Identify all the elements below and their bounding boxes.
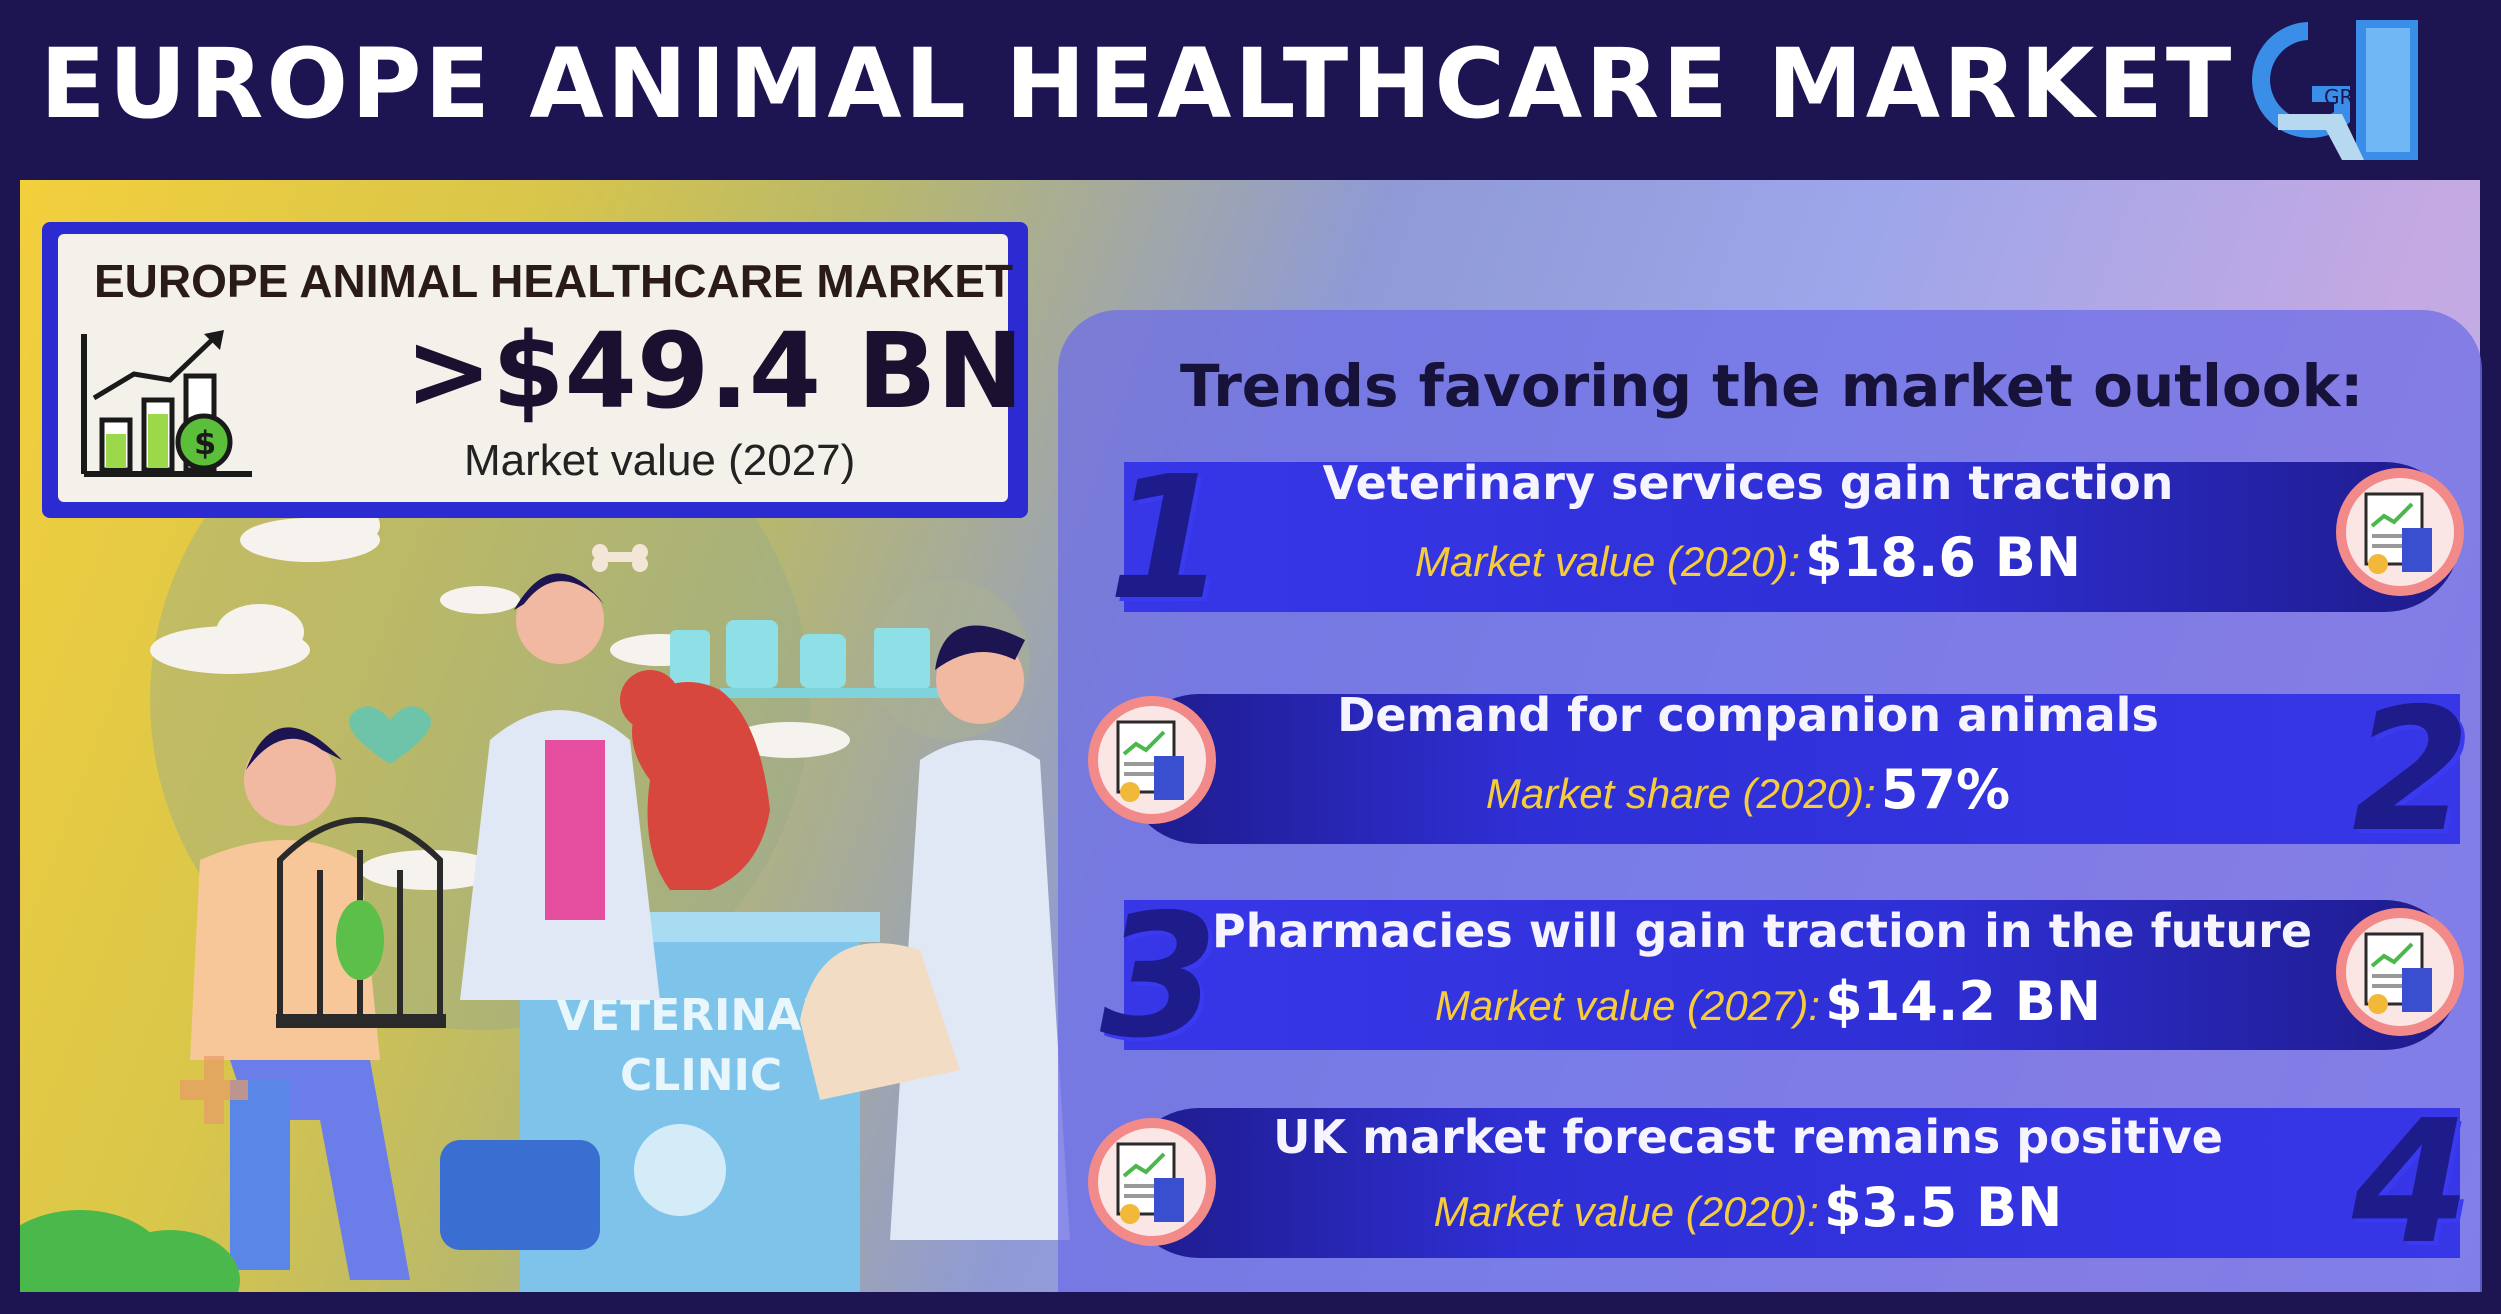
trend-value-1: $18.6 BN (1805, 526, 2082, 589)
trend-value-3: $14.2 BN (1825, 970, 2102, 1033)
trend-title-3: Pharmacies will gain traction in the fut… (1211, 904, 2313, 958)
header-bar: EUROPE ANIMAL HEALTHCARE MARKET GR (0, 0, 2501, 180)
report-calculator-icon (1088, 1118, 1216, 1246)
boy-shirt (190, 840, 380, 1060)
trends-heading: Trends favoring the market outlook: (1180, 352, 2364, 420)
trend-title-2: Demand for companion animals (1337, 688, 2159, 742)
shelf (720, 688, 970, 698)
report-calculator-icon (2336, 908, 2464, 1036)
gr-logo-icon: GR (2252, 20, 2418, 160)
market-value-amount: >$49.4 BN (405, 310, 1024, 432)
parrot-figure (336, 900, 384, 980)
trend-label-1: Market value (2020): (1414, 538, 1801, 585)
medicine-bottles (670, 620, 930, 688)
report-calculator-icon (2336, 468, 2464, 596)
svg-text:$: $ (194, 424, 216, 462)
trend-title-4: UK market forecast remains positive (1273, 1110, 2223, 1164)
medical-cross-icon (180, 1056, 248, 1124)
trend-number-1: 1 (1108, 440, 1227, 638)
trend-label-2: Market share (2020): (1485, 770, 1876, 817)
market-value-caption: Market value (2027) (464, 436, 856, 485)
boy-head (244, 734, 336, 826)
clinic-sign-line2: CLINIC (620, 1050, 782, 1101)
cloud-shapes (150, 501, 850, 890)
vet-head (936, 636, 1024, 724)
heart-icon (349, 706, 431, 764)
trend-value-2: 57% (1880, 758, 2011, 821)
trend-bar-2 (1124, 694, 2460, 844)
trend-value-4: $3.5 BN (1823, 1176, 2063, 1239)
trend-number-2: 2 (2352, 672, 2471, 870)
trend-number-4: 4 (2352, 1084, 2471, 1282)
trend-number-3: 3 (1100, 878, 1219, 1076)
bone-icon (592, 544, 648, 572)
trend-bar-3 (1124, 900, 2460, 1050)
trend-metric-4: Market value (2020): $3.5 BN (1098, 1176, 2398, 1239)
growth-chart-dollar-icon: $ (81, 330, 252, 477)
paw-icon (634, 1124, 726, 1216)
nurse-head (516, 576, 604, 664)
trend-label-3: Market value (2027): (1434, 982, 1821, 1029)
trend-metric-1: Market value (2020): $18.6 BN (1098, 526, 2398, 589)
pet-carrier (440, 1140, 600, 1250)
page-title: EUROPE ANIMAL HEALTHCARE MARKET (40, 28, 2235, 140)
logo-letters: GR (2324, 85, 2353, 109)
trend-metric-3: Market value (2027): $14.2 BN (1118, 970, 2418, 1033)
trend-metric-2: Market share (2020): 57% (1098, 758, 2398, 821)
report-calculator-icon (1088, 696, 1216, 824)
trend-bar-1 (1124, 462, 2460, 612)
trend-label-4: Market value (2020): (1433, 1188, 1819, 1235)
trend-bar-4 (1124, 1108, 2460, 1258)
plant-leaves (20, 1210, 240, 1292)
vet-coat (890, 740, 1070, 1240)
veterinary-clinic-illustration: VETERINARY CLINIC (20, 370, 1070, 1292)
cat-figure (800, 943, 960, 1100)
trend-title-1: Veterinary services gain traction (1322, 456, 2174, 510)
market-value-title: EUROPE ANIMAL HEALTHCARE MARKET (94, 255, 1014, 307)
bottom-border (0, 1292, 2501, 1314)
dog-figure (632, 682, 770, 890)
